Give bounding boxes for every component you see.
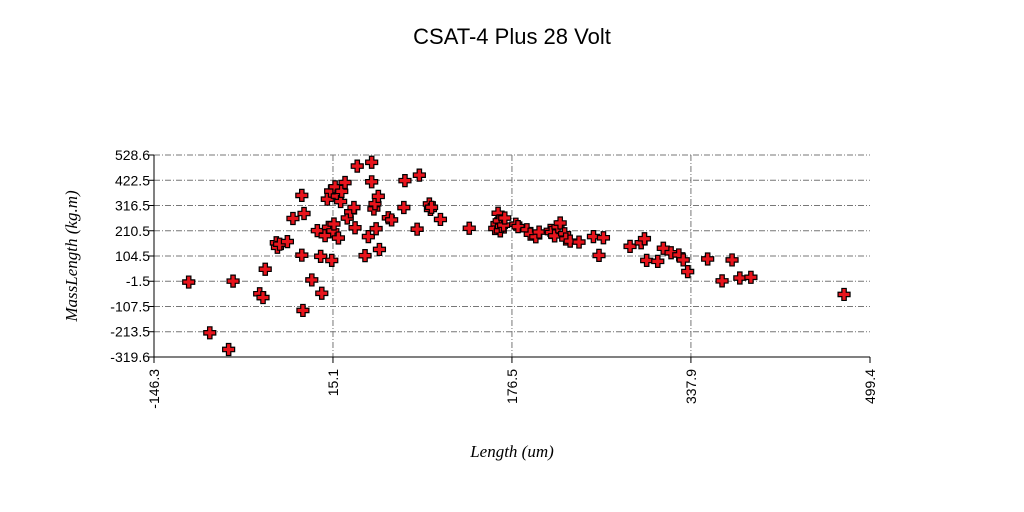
data-point [412,168,426,182]
y-tick-label: -319.6 [110,349,150,365]
data-point [572,235,586,249]
data-point [385,213,399,227]
data-point [592,248,606,263]
x-tick-label: 499.4 [862,369,878,404]
data-point [433,212,448,227]
data-point [563,234,577,248]
data-point [733,271,747,285]
data-point [358,249,372,263]
data-point [410,222,424,236]
data-points [182,155,851,357]
data-point [369,222,383,236]
data-point [586,229,601,244]
y-axis-label: MassLength (kg.m) [62,190,81,323]
data-point [701,252,715,266]
data-point [327,217,341,231]
data-point [596,231,611,245]
data-point [361,229,375,244]
chart-title: CSAT-4 Plus 28 Volt [413,24,611,49]
data-point [226,274,240,288]
data-point [715,274,729,288]
data-point [397,200,411,215]
data-point [532,225,546,239]
data-point [338,175,352,190]
data-point [305,273,319,287]
data-point [462,221,476,235]
data-point [296,303,310,318]
y-tick-label: 210.5 [115,223,150,239]
data-point [335,184,349,198]
x-tick-label: 15.1 [325,369,341,396]
data-point [334,194,348,209]
data-point [348,221,362,235]
data-point [350,159,364,173]
data-point [548,229,562,243]
data-point [295,188,309,202]
data-point [286,211,300,226]
data-point [725,253,739,267]
data-point [295,248,309,262]
data-point [398,174,412,188]
data-point [371,189,385,203]
data-point [623,239,637,253]
data-point [637,232,652,246]
data-point [664,246,678,260]
grid-lines [154,154,870,357]
y-tick-label: -1.5 [126,273,150,289]
data-point [372,242,387,257]
data-point [280,234,294,249]
data-point [325,253,339,268]
data-point [347,200,361,215]
data-point [498,211,512,225]
data-point [203,326,217,340]
x-axis-label: Length (um) [469,442,554,461]
x-tick-label: 176.5 [504,369,520,404]
y-tick-label: 528.6 [115,147,150,163]
y-tick-label: 104.5 [115,248,150,264]
data-point [837,287,851,302]
data-point [258,262,272,276]
y-tick-label: -213.5 [110,324,150,340]
y-tick-label: -107.5 [110,298,150,314]
data-point [744,270,758,284]
data-point [315,286,329,300]
data-point [297,206,311,221]
data-point [256,290,270,305]
y-tick-label: 316.5 [115,198,150,214]
data-point [222,342,236,357]
data-point [365,155,379,169]
data-point [651,254,665,268]
axes [149,154,871,363]
x-tick-label: 337.9 [683,369,699,404]
data-point [681,264,695,279]
data-point [640,253,654,268]
y-tick-label: 422.5 [115,172,150,188]
x-tick-label: -146.3 [146,369,162,409]
data-point [331,231,346,245]
tick-labels: 528.6 422.5 316.5 210.5 104.5 -1.5 -107.5 -213.… [110,147,878,409]
data-point [511,219,525,234]
data-point [365,175,379,189]
data-point [182,275,196,289]
data-point [424,200,439,214]
data-point [314,249,328,263]
